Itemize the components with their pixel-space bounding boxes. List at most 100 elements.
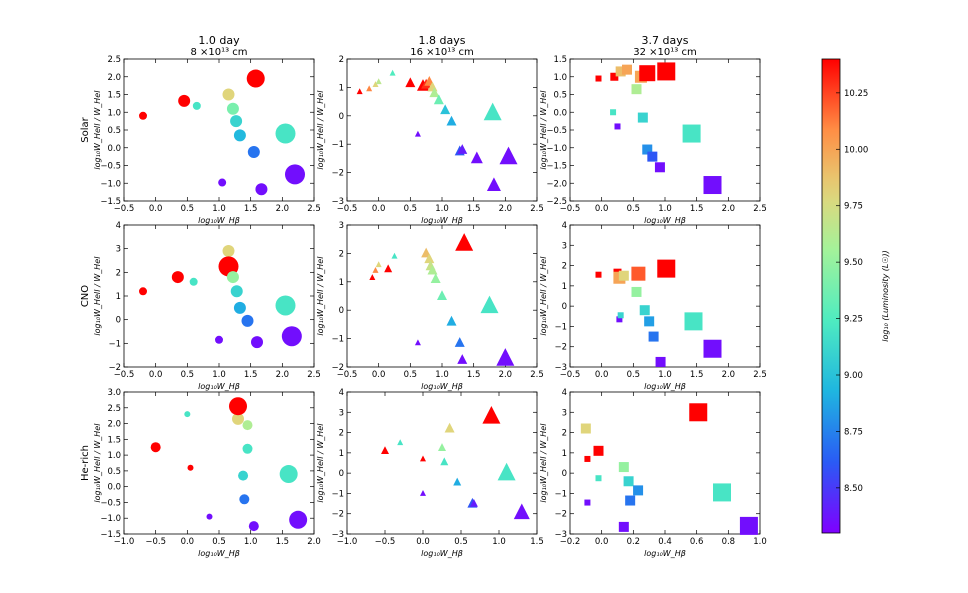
x-tick-label: 0.0 [149, 204, 163, 214]
y-tick-label: 1 [339, 83, 344, 93]
data-point-triangle [375, 78, 382, 85]
data-point-square [682, 124, 701, 143]
x-tick-label: 1.5 [276, 537, 290, 547]
y-tick-label: 3 [116, 245, 121, 255]
data-point-square [610, 72, 619, 81]
x-tick-label: 2.5 [530, 204, 544, 214]
data-point-triangle [375, 261, 382, 268]
data-point-circle [139, 287, 147, 296]
x-tick-label: 0.0 [149, 370, 163, 380]
x-tick-label: 0.0 [595, 537, 609, 547]
y-tick-label: 1 [562, 449, 567, 459]
data-point-square [623, 476, 634, 487]
y-axis-label: log₁₀W_HeII / W_HeI [316, 90, 325, 170]
x-tick-label: 0.5 [181, 204, 195, 214]
x-tick-label: 0.4 [658, 537, 672, 547]
x-axis-label: log₁₀W_Hβ [644, 216, 686, 225]
data-point-triangle [437, 290, 447, 301]
y-axis-label: log₁₀W_HeII / W_HeI [93, 256, 102, 336]
data-point-square [654, 162, 665, 173]
data-point-triangle [420, 489, 426, 496]
data-point-circle [178, 94, 191, 107]
x-tick-label: −0.2 [560, 537, 581, 547]
data-point-square [655, 356, 666, 367]
data-point-triangle [356, 88, 363, 95]
panel-he-1.0: −1.0 −0.5 0.0 0.5 1.0 1.5 2.0−1.5−1.0−0.50.00.… [80, 388, 321, 558]
data-point-square [631, 266, 646, 281]
data-point-triangle [372, 81, 379, 87]
x-tick-label: 2.0 [499, 204, 513, 214]
x-tick-label: −0.5 [560, 370, 581, 380]
y-tick-label: −1.0 [100, 179, 121, 189]
y-tick-label: 3 [562, 408, 567, 418]
colorbar-tick-label: 9.25 [844, 315, 863, 325]
data-point-triangle [496, 348, 515, 366]
data-point-triangle [455, 233, 474, 251]
data-point-circle [246, 69, 265, 88]
data-point-triangle [405, 77, 416, 88]
x-tick-label: −0.5 [145, 537, 166, 547]
x-tick-label: 0.0 [595, 370, 609, 380]
panel-solar-1.8: −0.5 0.0 0.5 1.0 1.5 2.0 2.5 −3 −2 −1 0 1 2 log₁₀W_Hβ… [316, 34, 544, 225]
x-tick-label: 2.0 [276, 370, 290, 380]
data-point-triangle [480, 295, 499, 314]
y-tick-label: 1 [562, 282, 567, 292]
data-point-circle [279, 465, 298, 484]
y-tick-label: −1.5 [546, 162, 567, 172]
y-tick-label: 0.0 [553, 108, 567, 118]
x-tick-label: 2.5 [753, 370, 767, 380]
data-point-triangle [499, 146, 518, 165]
data-point-triangle [457, 144, 468, 154]
x-tick-label: −0.5 [337, 370, 358, 380]
x-tick-label: 1.5 [244, 370, 258, 380]
x-tick-label: 2.0 [722, 370, 736, 380]
x-tick-label: 1.0 [435, 204, 449, 214]
data-point-triangle [430, 273, 441, 283]
panel-he-3.7: −0.2 0.0 0.2 0.4 0.6 0.8 1.0 −3 −2 −1 0 1 2 3 4 log₁₀W_… [539, 388, 767, 558]
data-point-circle [171, 271, 184, 284]
data-point-circle [187, 464, 194, 471]
y-tick-label: 2.5 [107, 404, 121, 414]
x-tick-label: 1.0 [435, 370, 449, 380]
data-point-triangle [369, 274, 376, 280]
x-tick-label: −0.5 [337, 204, 358, 214]
data-point-square [689, 403, 708, 422]
x-tick-label: 0.5 [627, 204, 641, 214]
axes-frame [569, 58, 761, 202]
y-tick-label: −3 [554, 530, 567, 540]
x-tick-label: 0.5 [404, 370, 418, 380]
x-tick-label: 0.5 [454, 537, 468, 547]
data-point-square [595, 475, 602, 482]
x-tick-label: 1.5 [244, 204, 258, 214]
data-point-square [615, 66, 626, 77]
data-point-circle [222, 88, 235, 101]
data-point-square [647, 151, 658, 162]
data-point-circle [239, 494, 250, 505]
data-point-circle [229, 397, 247, 416]
data-point-triangle [446, 115, 457, 126]
panel-solar-1.0: −0.5 0.0 0.5 1.0 1.5 2.0 2.5 −1.5 −1.0 −0.5 0.0 0.5… [80, 34, 321, 225]
x-tick-label: 2.0 [276, 204, 290, 214]
y-axis-label: log₁₀W_HeII / W_HeI [539, 256, 548, 336]
data-point-square [642, 144, 653, 155]
y-tick-label: −1 [331, 335, 344, 345]
y-tick-label: 3.0 [107, 388, 121, 398]
data-point-square [631, 84, 642, 95]
data-point-triangle [414, 130, 421, 137]
data-point-square [595, 271, 602, 278]
y-tick-label: 2 [339, 55, 344, 65]
y-tick-label: −2 [331, 363, 344, 373]
colorbar-tick-label: 10.00 [844, 145, 868, 155]
colorbar-tick-label: 8.50 [844, 484, 863, 494]
data-point-triangle [381, 446, 389, 455]
data-point-circle [285, 164, 305, 185]
data-point-circle [275, 123, 296, 144]
data-point-square [631, 286, 642, 297]
column-title: 1.8 days [419, 34, 466, 47]
data-point-square [739, 516, 758, 535]
y-tick-label: 3 [339, 221, 344, 231]
data-point-triangle [438, 443, 446, 452]
data-point-triangle [483, 102, 502, 121]
data-point-square [618, 270, 629, 281]
y-tick-label: 0 [562, 302, 567, 312]
